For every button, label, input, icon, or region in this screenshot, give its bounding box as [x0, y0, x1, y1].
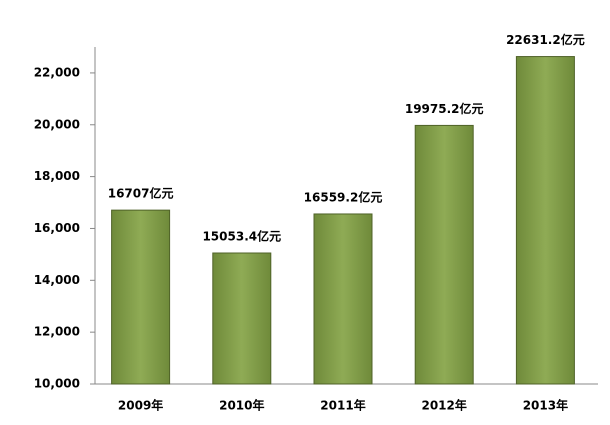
data-label: 22631.2亿元	[506, 32, 585, 47]
data-label: 19975.2亿元	[405, 101, 484, 116]
x-tick-label: 2010年	[219, 398, 264, 413]
y-tick-label: 14,000	[34, 273, 80, 287]
y-tick-label: 12,000	[34, 325, 80, 339]
y-tick-label: 10,000	[34, 377, 80, 391]
y-tick-label: 20,000	[34, 117, 80, 131]
x-tick-label: 2011年	[320, 398, 365, 413]
x-tick-label: 2012年	[421, 398, 466, 413]
data-label: 16707亿元	[108, 186, 174, 201]
y-tick-label: 22,000	[34, 65, 80, 79]
y-tick-label: 16,000	[34, 221, 80, 235]
data-label: 15053.4亿元	[202, 229, 281, 244]
bar	[212, 252, 272, 385]
bar	[111, 209, 171, 385]
bar	[515, 56, 575, 385]
y-tick-label: 18,000	[34, 169, 80, 183]
x-tick-label: 2013年	[523, 398, 568, 413]
x-tick-label: 2009年	[118, 398, 163, 413]
bar	[414, 124, 474, 385]
data-label: 16559.2亿元	[304, 189, 383, 204]
bar	[313, 213, 373, 385]
